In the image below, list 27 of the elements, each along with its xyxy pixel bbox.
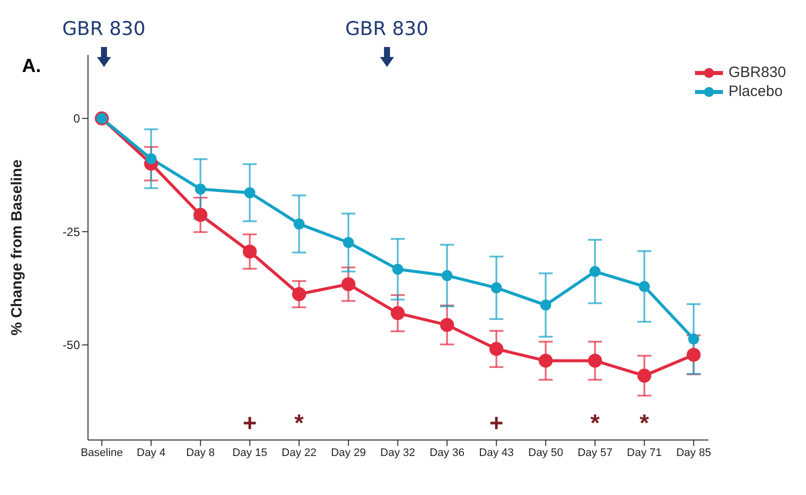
legend-label: Placebo [727, 82, 784, 101]
x-tick-label: Day 85 [676, 446, 712, 459]
legend-label: GBR830 [727, 63, 786, 82]
x-tick-label: Day 57 [578, 446, 612, 459]
y-axis-title: % Change from Baseline [8, 160, 26, 336]
x-tick-label: Baseline [80, 446, 123, 459]
x-tick-label: Day 50 [528, 446, 564, 459]
y-tick-label: -50 [62, 338, 80, 352]
x-tick-label: Day 29 [330, 446, 366, 459]
x-tick-label: Day 36 [430, 446, 464, 459]
y-tick-label: -25 [62, 224, 80, 239]
annotation: + [489, 410, 504, 438]
y-tick-label: 0 [73, 112, 80, 126]
chart-title: A. [22, 56, 41, 78]
x-tick-label: Day 32 [380, 446, 416, 459]
annotation: + [242, 410, 257, 438]
x-tick-label: Day 4 [136, 446, 166, 459]
annotation: * [640, 410, 650, 438]
annotation: * [590, 410, 600, 438]
x-tick-label: Day 71 [626, 446, 662, 459]
text: GBR 830 [61, 18, 146, 40]
x-tick-label: Day 8 [186, 446, 215, 459]
x-tick-label: Day 43 [478, 446, 514, 459]
x-tick-label: Day 15 [232, 446, 268, 459]
text: GBR 830 [344, 18, 430, 40]
annotation: * [294, 410, 304, 438]
x-tick-label: Day 22 [282, 446, 317, 459]
